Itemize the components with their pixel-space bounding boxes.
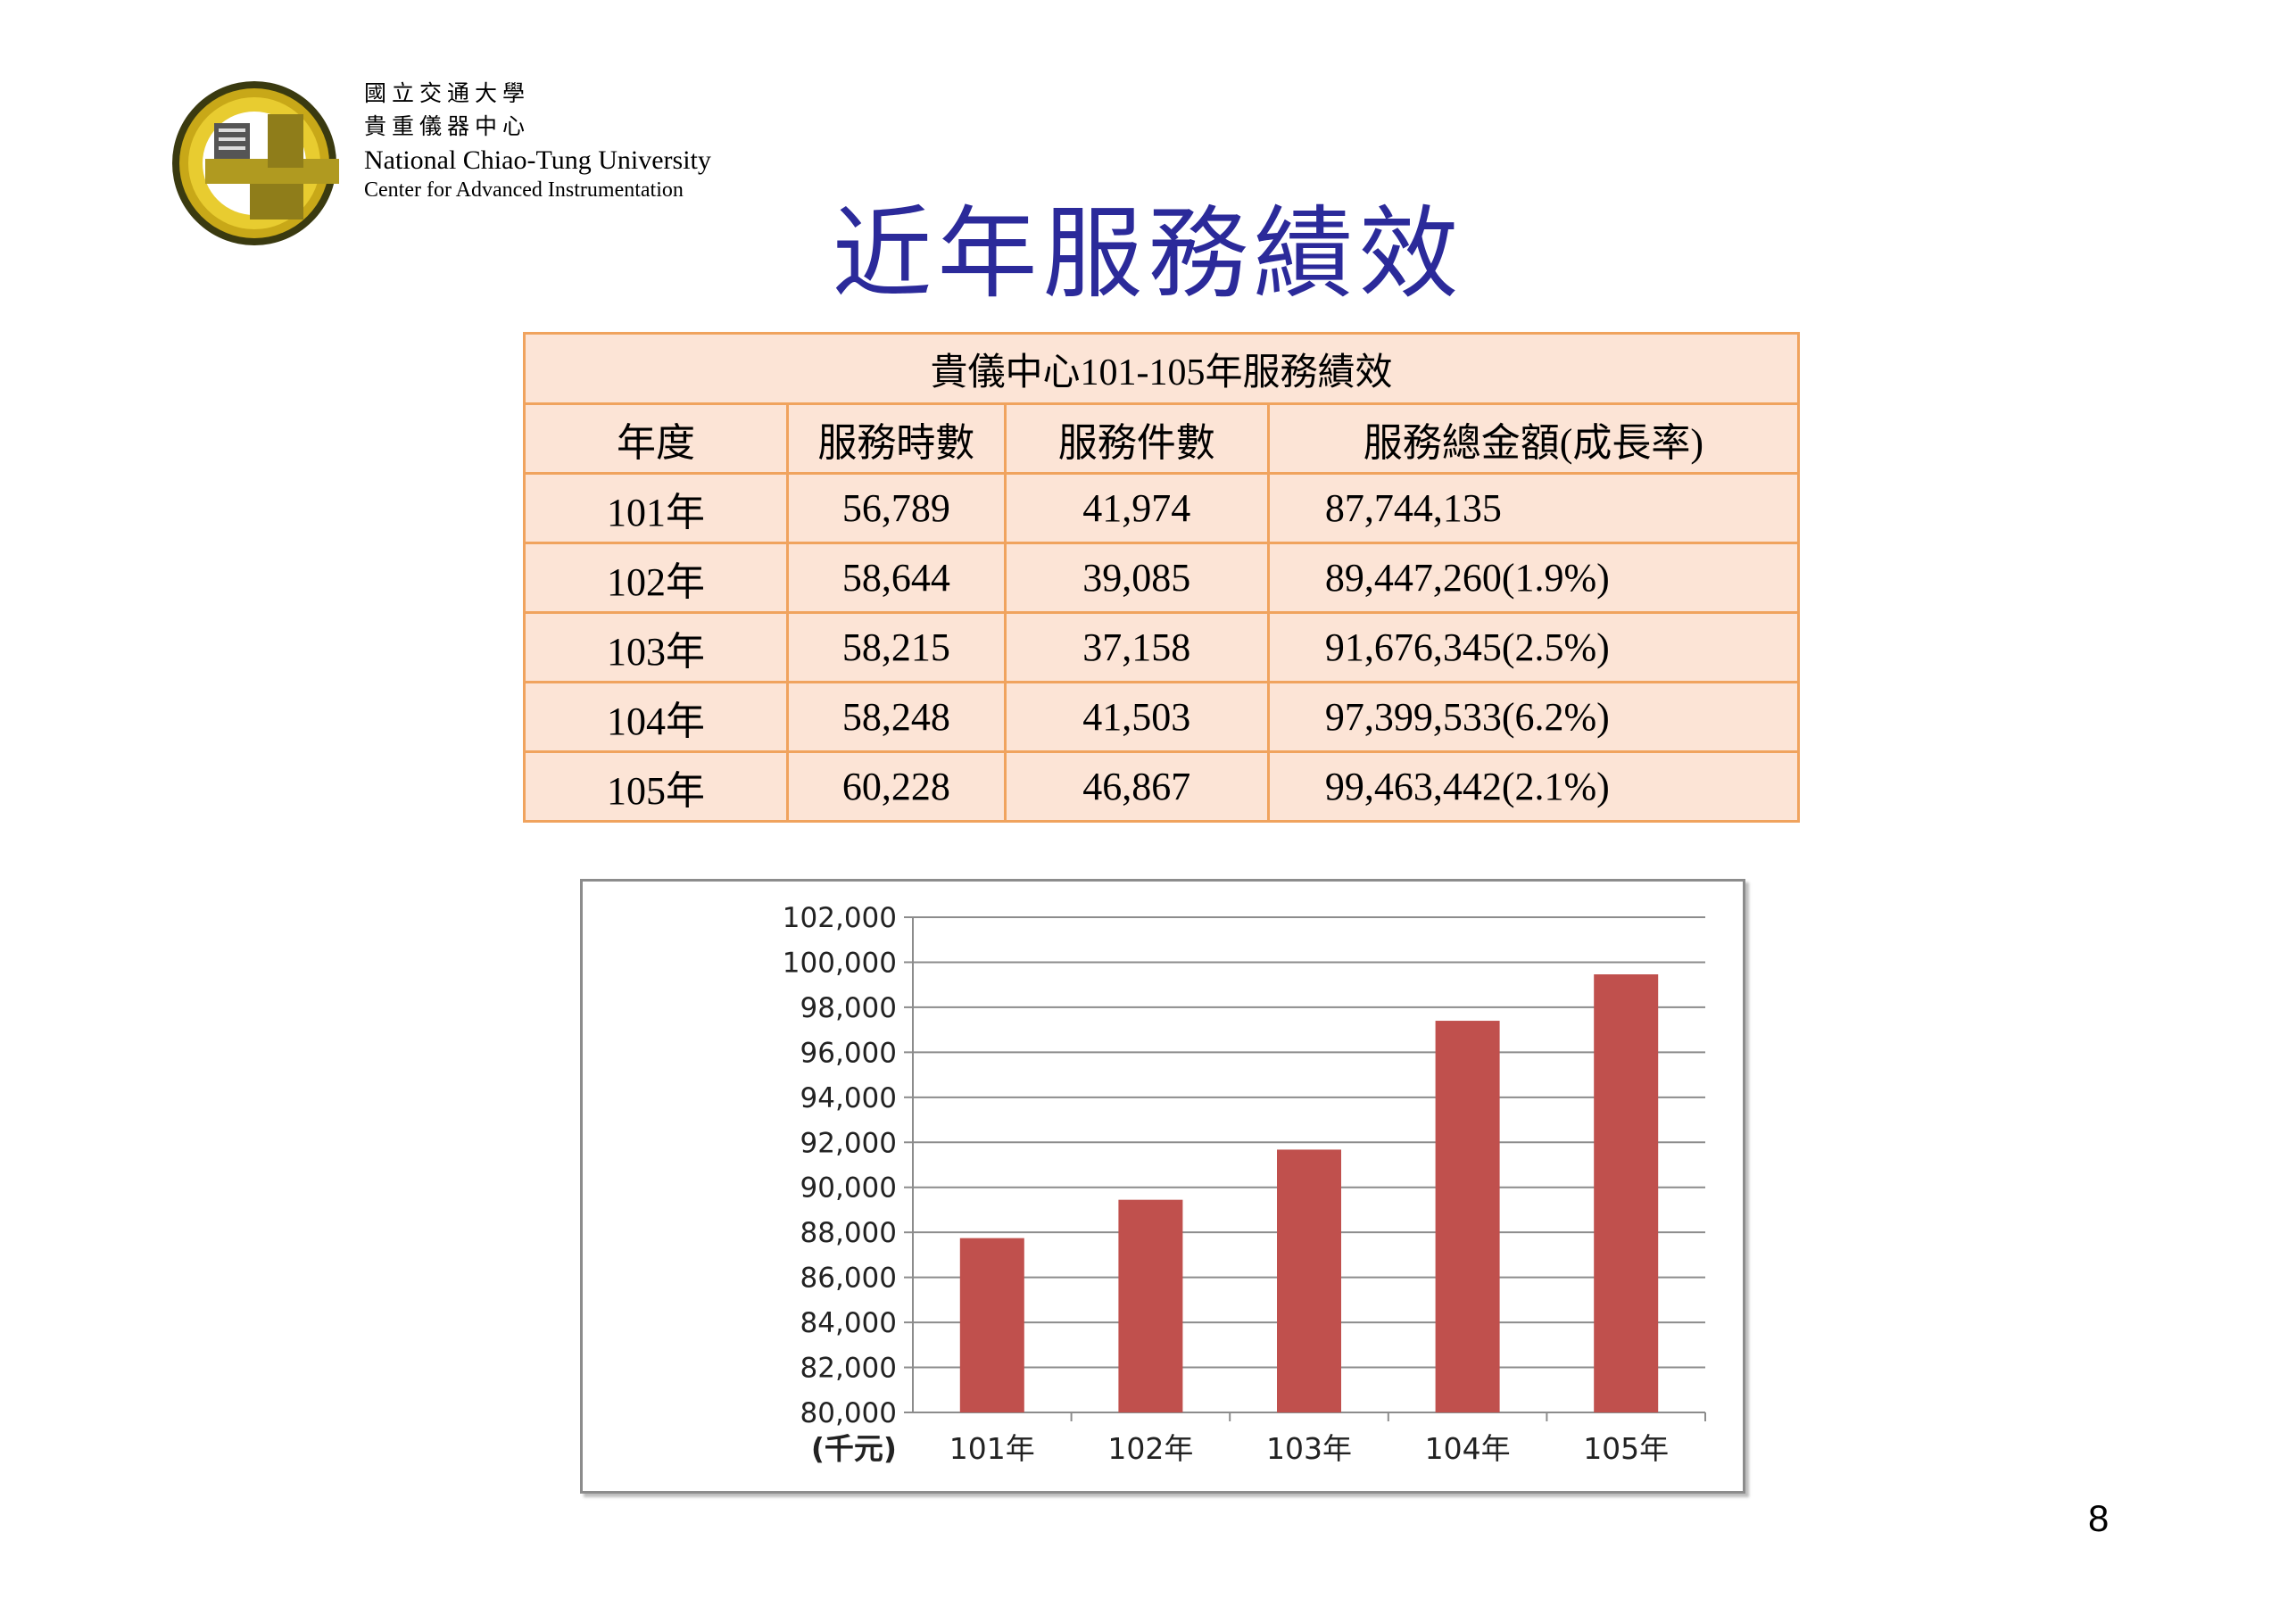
header-cases: 服務件數 [1003, 402, 1270, 475]
x-tick-label: 102年 [1107, 1431, 1193, 1466]
cell-amount: 89,447,260(1.9%) [1266, 542, 1801, 614]
university-logo [170, 70, 357, 257]
x-tick-label: 105年 [1583, 1431, 1669, 1466]
cell-cases: 37,158 [1003, 611, 1270, 683]
y-tick-label: 84,000 [800, 1307, 897, 1339]
cell-amount: 87,744,135 [1266, 472, 1801, 544]
cell-amount: 91,676,345(2.5%) [1266, 611, 1801, 683]
y-tick-label: 92,000 [800, 1127, 897, 1159]
performance-table: 貴儀中心101-105年服務績效 年度 服務時數 服務件數 服務總金額(成長率)… [522, 332, 1801, 823]
table-row: 104年 58,248 41,503 97,399,533(6.2%) [522, 681, 1801, 753]
x-tick-label: 104年 [1425, 1431, 1511, 1466]
y-tick-label: 82,000 [800, 1353, 897, 1385]
y-tick-label: 80,000 [800, 1397, 897, 1429]
slide-title: 近年服務績效 [832, 196, 1464, 312]
cell-year: 105年 [522, 750, 790, 823]
page-number: 8 [2088, 1497, 2110, 1539]
bar [959, 1238, 1024, 1412]
cell-amount: 99,463,442(2.1%) [1266, 750, 1801, 823]
cell-hours: 56,789 [786, 472, 1007, 544]
cell-hours: 60,228 [786, 750, 1007, 823]
y-tick-label: 96,000 [800, 1037, 897, 1069]
org-name-en: National Chiao-Tung University [364, 145, 711, 175]
cell-hours: 58,644 [786, 542, 1007, 614]
cell-cases: 39,085 [1003, 542, 1270, 614]
cell-cases: 46,867 [1003, 750, 1270, 823]
table-row: 101年 56,789 41,974 87,744,135 [522, 472, 1801, 544]
organization-name: 國立交通大學 貴重儀器中心 National Chiao-Tung Univer… [364, 77, 711, 203]
y-tick-label: 86,000 [800, 1263, 897, 1295]
table-row: 102年 58,644 39,085 89,447,260(1.9%) [522, 542, 1801, 614]
table-caption: 貴儀中心101-105年服務績效 [523, 332, 1800, 405]
bar [1435, 1021, 1500, 1412]
center-name-en: Center for Advanced Instrumentation [364, 178, 684, 202]
x-tick-label: 101年 [949, 1431, 1035, 1466]
header-amount: 服務總金額(成長率) [1266, 402, 1801, 475]
cell-cases: 41,503 [1003, 681, 1270, 753]
org-name-cn: 國立交通大學 [364, 80, 531, 106]
cell-year: 104年 [522, 681, 790, 753]
cell-year: 102年 [522, 542, 790, 614]
cell-cases: 41,974 [1003, 472, 1270, 544]
bar [1277, 1149, 1341, 1412]
revenue-bar-chart: 80,000 82,000 84,000 86,000 88,000 90,000 92,0… [580, 879, 1745, 1494]
cell-hours: 58,215 [786, 611, 1007, 683]
bar [1118, 1199, 1183, 1412]
x-tick-label: 103年 [1266, 1431, 1352, 1466]
header-hours: 服務時數 [786, 402, 1007, 475]
y-tick-label: 100,000 [783, 947, 897, 979]
table-row: 103年 58,215 37,158 91,676,345(2.5%) [522, 611, 1801, 683]
bar [1594, 974, 1659, 1412]
table-row: 105年 60,228 46,867 99,463,442(2.1%) [522, 750, 1801, 823]
cell-year: 103年 [522, 611, 790, 683]
y-unit-label: (千元) [811, 1431, 897, 1466]
y-tick-label: 98,000 [800, 992, 897, 1024]
y-tick-label: 88,000 [800, 1217, 897, 1249]
cell-hours: 58,248 [786, 681, 1007, 753]
y-tick-label: 90,000 [800, 1172, 897, 1205]
y-tick-label: 102,000 [783, 902, 897, 934]
table-header-row: 年度 服務時數 服務件數 服務總金額(成長率) [522, 402, 1801, 475]
center-name-cn: 貴重儀器中心 [364, 113, 531, 139]
cell-amount: 97,399,533(6.2%) [1266, 681, 1801, 753]
y-tick-label: 94,000 [800, 1082, 897, 1114]
chart-canvas: 80,000 82,000 84,000 86,000 88,000 90,000 92,0… [783, 902, 1706, 1466]
header-year: 年度 [522, 402, 790, 475]
cell-year: 101年 [522, 472, 790, 544]
